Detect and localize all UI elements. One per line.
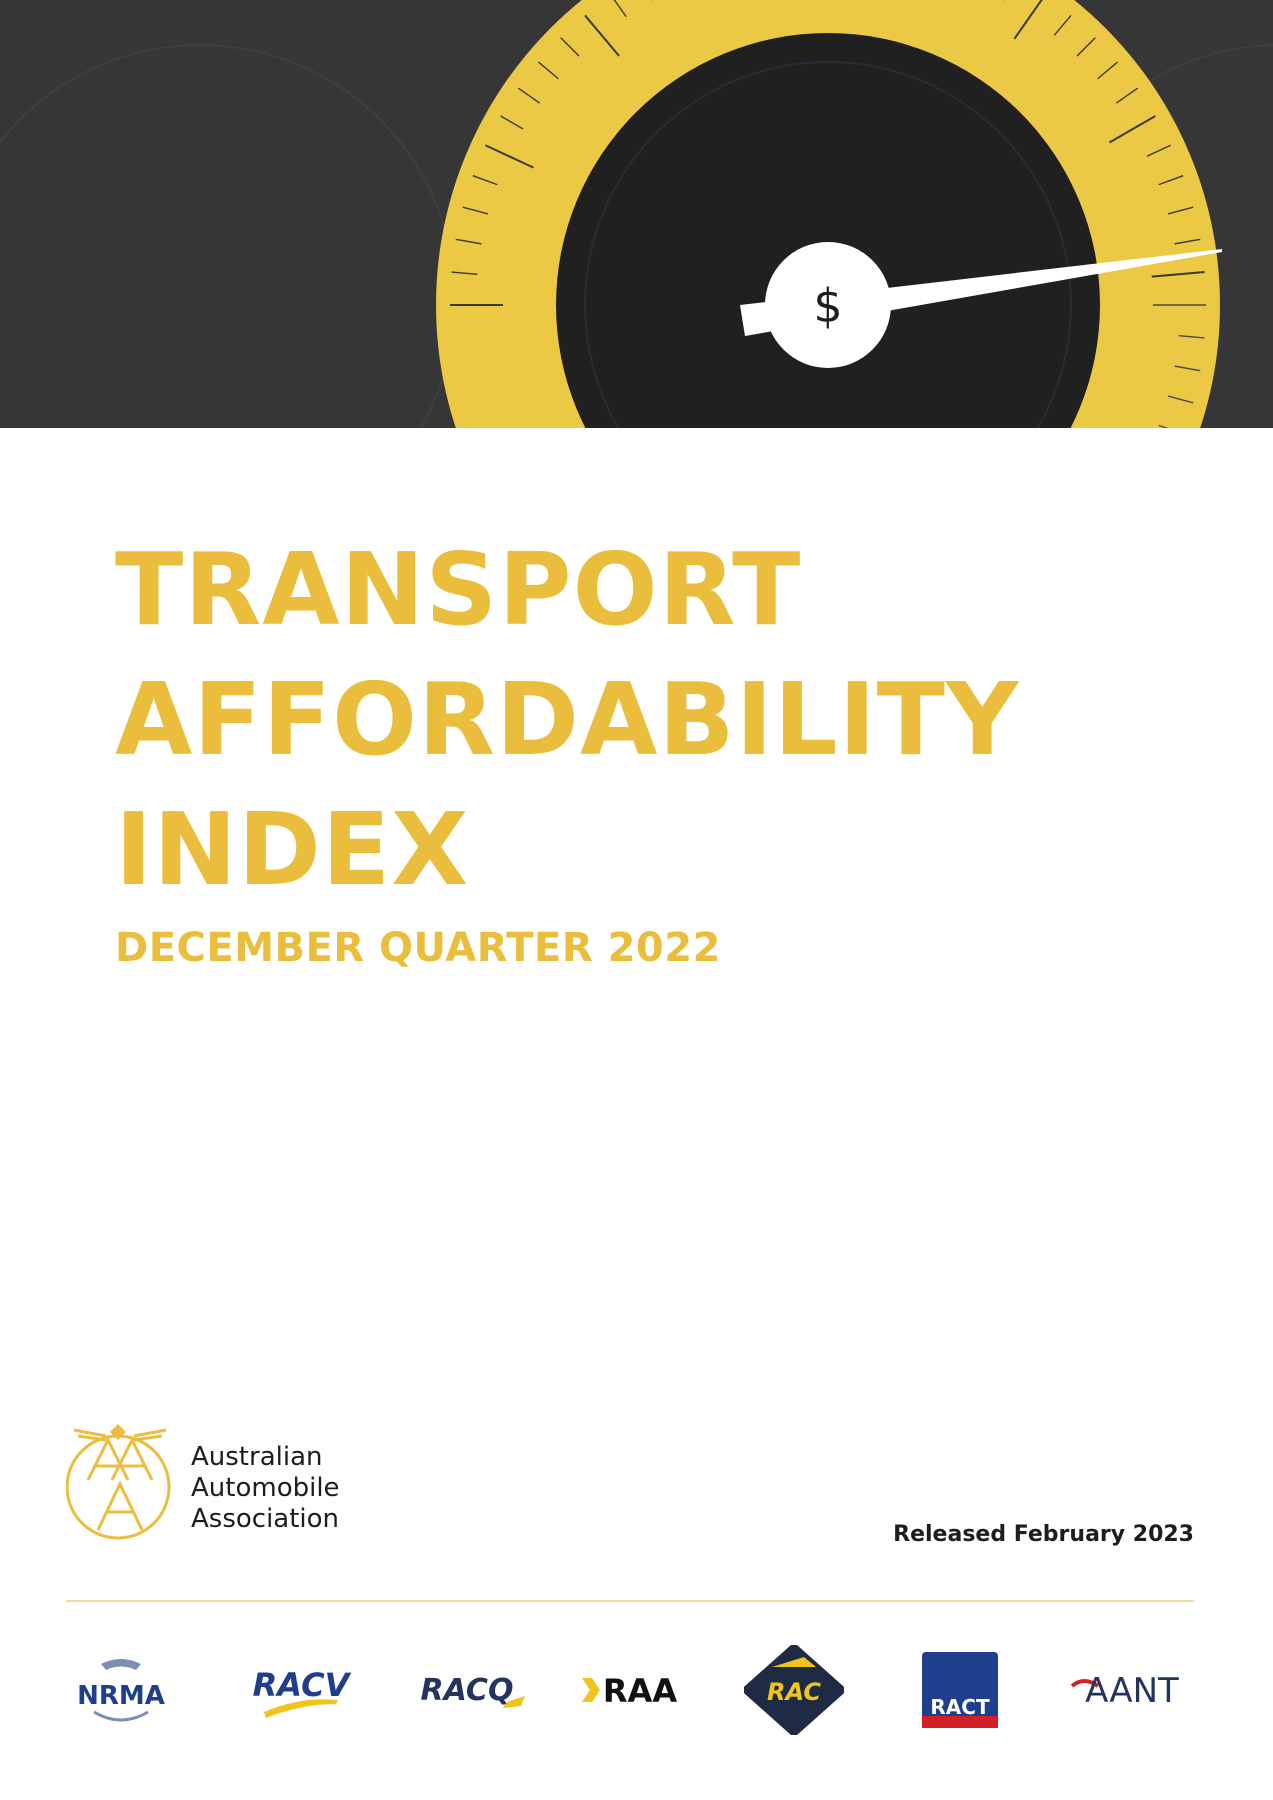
gauge-hub bbox=[765, 242, 891, 368]
gauge-tick bbox=[1146, 144, 1171, 157]
footer-divider bbox=[66, 1600, 1194, 1602]
gauge-tick bbox=[1108, 115, 1156, 144]
gauge-tick bbox=[517, 87, 541, 104]
title-block: TRANSPORT AFFORDABILITY INDEX DECEMBER Q… bbox=[115, 525, 1019, 971]
gauge-tick bbox=[1167, 206, 1194, 215]
gauge-tick bbox=[484, 144, 534, 169]
racv-logo: RACV bbox=[246, 1640, 356, 1740]
report-period: DECEMBER QUARTER 2022 bbox=[115, 925, 721, 971]
ract-logo: RACT bbox=[922, 1640, 998, 1740]
gauge-ticks-extension bbox=[1153, 304, 1206, 428]
raa-label: RAA bbox=[603, 1672, 677, 1710]
gauge-tick bbox=[1174, 365, 1201, 372]
racq-logo: RACQ bbox=[411, 1640, 531, 1740]
gauge-tick bbox=[1178, 334, 1205, 339]
gauge-tick bbox=[1115, 87, 1139, 104]
gauge-tick bbox=[462, 206, 489, 215]
publisher-name-line-2: Automobile bbox=[191, 1473, 340, 1503]
aaa-emblem-icon bbox=[66, 1424, 171, 1540]
gauge-tick bbox=[455, 238, 482, 245]
speedometer-graphic: $ bbox=[0, 0, 1273, 428]
gauge-tick bbox=[1151, 271, 1205, 278]
gauge-tick bbox=[451, 271, 478, 276]
rac-logo: RAC bbox=[744, 1640, 844, 1740]
aaa-logo: Australian Automobile Association bbox=[66, 1420, 366, 1550]
gauge-tick bbox=[472, 175, 498, 186]
aant-logo: AANT bbox=[1064, 1640, 1194, 1740]
gauge-dial-face bbox=[556, 33, 1100, 428]
gauge-tick bbox=[1053, 14, 1072, 36]
gauge-tick bbox=[500, 115, 524, 130]
raa-logo: RAA bbox=[576, 1640, 686, 1740]
release-date: Released February 2023 bbox=[893, 1522, 1194, 1547]
dollar-icon: $ bbox=[813, 279, 842, 333]
gauge-ticks bbox=[450, 0, 1205, 306]
title-line-1: TRANSPORT bbox=[115, 531, 802, 648]
gauge-tick bbox=[560, 37, 580, 57]
publisher-name-line-3: Association bbox=[191, 1504, 340, 1534]
gauge-tick bbox=[537, 61, 559, 80]
gauge-tick bbox=[1174, 238, 1201, 245]
gauge-tick bbox=[613, 0, 627, 18]
nrma-logo: NRMA bbox=[66, 1640, 176, 1740]
member-club-logos: NRMA RACV RACQ RAA RAC RACT bbox=[66, 1640, 1194, 1740]
cover-banner: $ bbox=[0, 0, 1273, 428]
aant-label: AANT bbox=[1085, 1671, 1179, 1711]
title-line-2: AFFORDABILITY bbox=[115, 661, 1020, 778]
publisher-name: Australian Automobile Association bbox=[191, 1442, 340, 1535]
gauge-tick bbox=[584, 14, 620, 57]
gauge-tick bbox=[1158, 175, 1184, 186]
gauge-tick bbox=[1158, 424, 1168, 428]
gauge-tick bbox=[1097, 61, 1119, 80]
racv-label: RACV bbox=[253, 1666, 352, 1704]
ract-label: RACT bbox=[930, 1695, 990, 1719]
racq-label: RACQ bbox=[421, 1673, 514, 1708]
gauge-tick bbox=[1013, 0, 1043, 40]
rac-label: RAC bbox=[767, 1678, 821, 1706]
publisher-name-line-1: Australian bbox=[191, 1442, 323, 1472]
title-line-3: INDEX bbox=[115, 791, 470, 908]
nrma-label: NRMA bbox=[77, 1681, 165, 1711]
gauge-tick bbox=[1167, 395, 1194, 404]
gauge-tick bbox=[1076, 37, 1096, 57]
